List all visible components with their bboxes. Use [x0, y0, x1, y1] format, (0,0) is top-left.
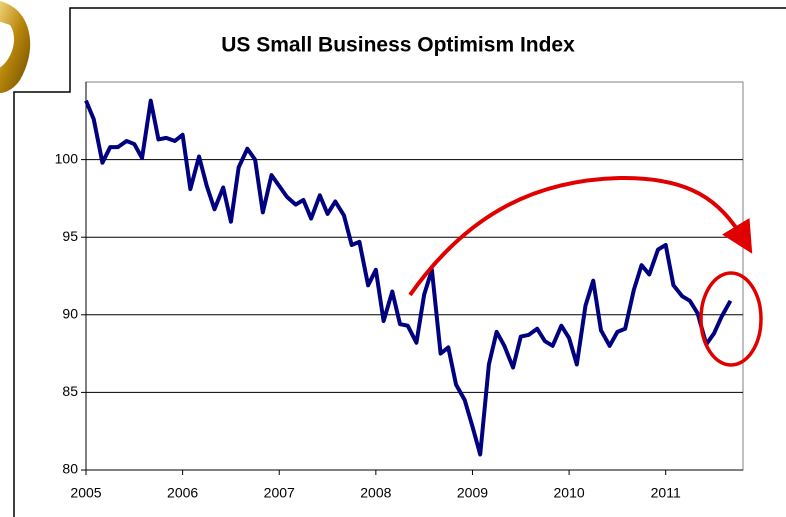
decoration	[0, 0, 30, 93]
chart-title: US Small Business Optimism Index	[221, 34, 575, 57]
x-tick-label: 2007	[264, 485, 295, 501]
y-tick-label: 80	[62, 461, 78, 477]
x-tick-label: 2006	[167, 485, 198, 501]
y-tick-label: 90	[62, 306, 78, 322]
plot-area: 80 85 90 95 100 2005 2006 2007 2008 2009 2010 2011	[55, 82, 743, 501]
x-tick-label: 2009	[457, 485, 488, 501]
y-tick-label: 95	[62, 228, 78, 244]
chart: US Small Business Optimism Index 80 85 90 9…	[0, 0, 786, 517]
x-tick-label: 2011	[651, 485, 681, 501]
y-tick-label: 100	[55, 150, 79, 166]
x-tick-label: 2008	[360, 485, 391, 501]
x-tick-label: 2005	[70, 485, 101, 501]
x-tick-label: 2010	[554, 485, 585, 501]
y-tick-label: 85	[62, 383, 78, 399]
